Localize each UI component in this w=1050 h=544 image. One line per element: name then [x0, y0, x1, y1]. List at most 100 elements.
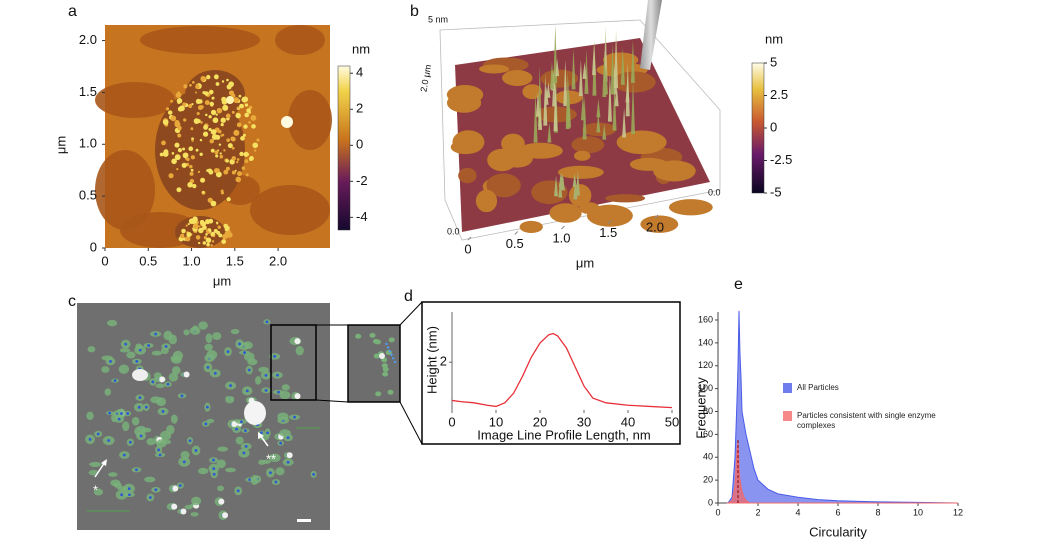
particle: [205, 218, 211, 225]
particle: [215, 82, 220, 86]
particle-center: [269, 471, 272, 475]
particle: [168, 334, 178, 345]
terrace: [540, 69, 579, 88]
legend-label: All Particles: [797, 383, 839, 392]
spike: [558, 172, 563, 188]
colorbar-tick-label: -2.5: [770, 152, 792, 167]
y-tick-label: 20: [703, 475, 713, 485]
terrace: [640, 215, 679, 233]
particle: [244, 112, 250, 118]
particle: [113, 482, 122, 488]
particle: [193, 118, 200, 124]
particle: [190, 155, 196, 160]
x-tick-label: 0: [448, 414, 455, 429]
x-tick-label: 2: [755, 507, 760, 517]
y-tick-label: 40: [703, 452, 713, 462]
particle: [208, 169, 214, 175]
particle: [243, 151, 249, 157]
particle: [190, 127, 194, 131]
x-tick-label: 2.0: [269, 253, 287, 268]
particle: [208, 229, 212, 233]
bright-spot: [180, 508, 187, 515]
particle-center: [236, 489, 240, 493]
particle: [177, 125, 182, 131]
particle: [255, 376, 262, 385]
particle: [253, 149, 257, 152]
particle: [209, 138, 215, 144]
bright-spot: [183, 371, 190, 378]
particle: [198, 241, 201, 245]
particle: [166, 425, 175, 435]
particle: [213, 74, 219, 80]
particle: [217, 485, 225, 492]
legend-swatch: [783, 411, 792, 421]
particle-center: [213, 371, 217, 375]
particle: [177, 101, 181, 104]
particle-center: [244, 429, 247, 433]
particle-center: [229, 384, 232, 387]
particle: [185, 236, 191, 242]
particle: [161, 140, 166, 146]
bright-spot: [159, 376, 166, 383]
particle: [206, 74, 211, 80]
particle-center: [274, 480, 278, 484]
particle-center: [151, 380, 155, 384]
terrace: [501, 133, 525, 154]
particle-center: [242, 451, 246, 455]
particle-center: [245, 389, 249, 393]
colorbar-tick-label: 2: [356, 101, 363, 116]
particle: [220, 189, 224, 193]
particle: [200, 105, 204, 109]
particle: [295, 345, 304, 356]
particle: [221, 96, 227, 102]
x-tick-label: 0.5: [139, 253, 157, 268]
particle-center: [108, 411, 112, 415]
terrace: [502, 69, 533, 86]
axis-annotation: 2.0 μm: [418, 64, 433, 93]
particle: [248, 120, 251, 124]
colorbar-tick-label: 0: [356, 137, 363, 152]
spike: [553, 81, 558, 131]
terrace: [531, 180, 568, 205]
particle: [248, 105, 253, 110]
particle: [200, 121, 203, 124]
particle: [225, 113, 231, 119]
annotation: **: [266, 451, 276, 466]
particle-center: [117, 417, 121, 421]
y-tick-label: 140: [698, 337, 713, 347]
particle: [262, 459, 271, 464]
particle-center: [212, 467, 216, 471]
y-tick-label: 2: [440, 354, 447, 369]
particle: [118, 364, 130, 374]
particle: [217, 446, 228, 452]
particle: [188, 103, 193, 109]
particle: [381, 363, 388, 369]
terrace: [629, 157, 668, 171]
particle: [210, 244, 213, 247]
particle: [355, 333, 362, 339]
particle: [198, 467, 209, 475]
particle: [215, 221, 219, 225]
x-tick-label: 20: [533, 414, 547, 429]
particle: [195, 148, 199, 152]
particle: [192, 80, 195, 84]
zoom-connector: [315, 399, 349, 403]
bright-spot: [222, 512, 229, 519]
particle: [188, 218, 195, 225]
particle: [168, 173, 174, 179]
particle: [225, 396, 235, 404]
scale-bar: [297, 519, 311, 522]
particle-center: [178, 484, 182, 487]
aggregate: [226, 96, 234, 104]
x-tick: [654, 214, 659, 219]
particle: [231, 170, 236, 175]
particle: [215, 154, 219, 158]
x-tick: [607, 220, 612, 224]
particle: [171, 158, 177, 165]
particle: [181, 162, 187, 168]
particle-center: [205, 405, 209, 409]
particle-center: [266, 431, 269, 435]
particle: [230, 136, 235, 142]
particle: [211, 240, 215, 243]
particle-center: [120, 493, 123, 497]
